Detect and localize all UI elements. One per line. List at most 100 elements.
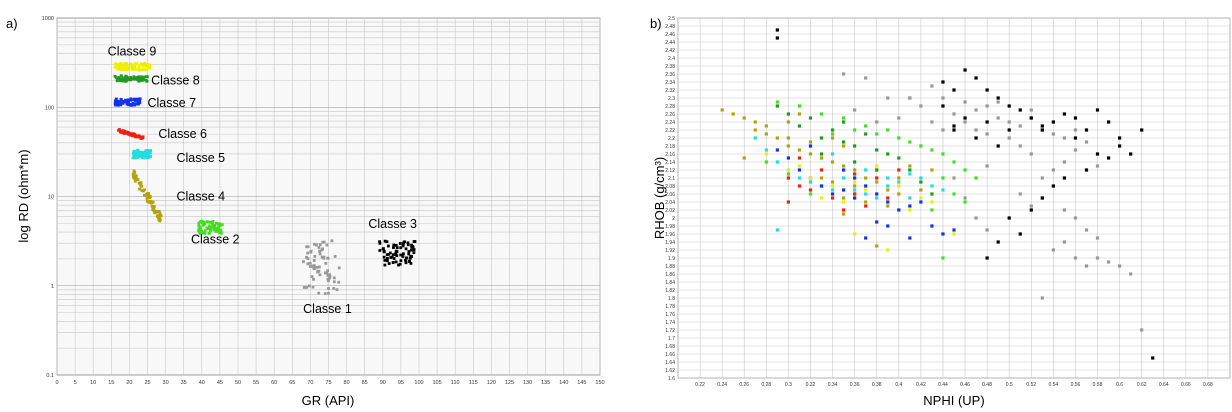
data-point	[133, 170, 137, 174]
data-point	[897, 184, 901, 188]
data-point	[830, 132, 835, 136]
y-tick-label: 1.84	[665, 280, 675, 286]
data-point	[322, 255, 326, 259]
data-point	[133, 103, 137, 106]
data-point	[332, 280, 336, 284]
data-point	[305, 245, 309, 249]
data-point	[775, 28, 779, 32]
data-point	[325, 243, 329, 247]
data-point	[146, 152, 150, 156]
x-tick-label: 140	[559, 380, 568, 386]
data-point	[1018, 108, 1022, 112]
data-point	[139, 75, 143, 79]
data-point	[407, 252, 411, 256]
data-point	[404, 247, 408, 251]
y-tick-label: 2.32	[665, 88, 675, 94]
data-point	[123, 62, 127, 66]
data-point	[1129, 272, 1133, 276]
data-point	[1018, 144, 1022, 148]
data-point	[387, 244, 390, 248]
data-point	[131, 156, 135, 160]
data-point	[952, 160, 956, 164]
data-point	[952, 232, 956, 236]
data-point	[139, 181, 143, 185]
data-point	[897, 176, 901, 180]
data-point	[215, 221, 218, 225]
data-point	[309, 249, 313, 253]
y-ticks-a: 1000 100 10 1 0.1	[42, 16, 54, 379]
data-point	[897, 136, 901, 140]
data-point	[305, 255, 308, 259]
data-point	[786, 168, 790, 172]
data-point	[952, 192, 956, 196]
data-point	[985, 256, 989, 260]
data-point	[941, 176, 945, 180]
data-point	[775, 136, 779, 140]
data-point	[211, 221, 214, 225]
data-point	[144, 64, 148, 68]
data-point	[409, 248, 413, 252]
data-point	[941, 188, 945, 192]
data-point	[320, 248, 324, 252]
data-point	[328, 276, 332, 280]
data-point	[311, 285, 315, 289]
data-point	[408, 256, 412, 260]
y-tick-label: 1.86	[665, 272, 675, 278]
data-point	[148, 151, 152, 155]
data-point	[140, 154, 143, 158]
data-point	[1095, 108, 1100, 112]
data-point	[930, 184, 934, 188]
data-point	[129, 98, 133, 102]
data-point	[842, 164, 846, 168]
data-point	[985, 88, 989, 92]
data-point	[335, 288, 339, 292]
data-point	[886, 248, 890, 252]
series-classe-4	[720, 108, 934, 248]
data-point	[1073, 128, 1078, 132]
data-point	[140, 77, 143, 81]
y-tick-label: 2.12	[665, 168, 675, 174]
data-point	[819, 168, 824, 172]
data-point	[212, 228, 216, 232]
data-point	[842, 176, 846, 180]
data-point	[140, 189, 144, 193]
data-point	[406, 243, 410, 247]
data-point	[119, 74, 123, 78]
data-point	[127, 65, 131, 69]
data-point	[897, 116, 901, 120]
data-point	[908, 196, 912, 200]
data-point	[398, 262, 402, 266]
data-point	[1084, 228, 1089, 232]
data-point	[337, 280, 341, 284]
y-tick-label: 10	[48, 195, 54, 201]
data-point	[378, 241, 382, 245]
x-tick-label: 85	[362, 380, 368, 386]
data-point	[897, 168, 901, 172]
data-point	[853, 172, 857, 176]
data-point	[797, 124, 802, 128]
class-label: Classe 2	[191, 232, 240, 246]
data-point	[1040, 128, 1044, 132]
data-point	[1118, 136, 1122, 140]
data-point	[952, 112, 956, 116]
data-point	[213, 227, 217, 231]
data-point	[140, 150, 144, 154]
data-point	[213, 223, 217, 227]
chart-b: b) 0.22 0.24 0.26 0.28 0.3 0.32 0.34 0.36 0.38 0.…	[650, 16, 1231, 408]
y-tick-label: 2.2	[668, 136, 675, 142]
data-point	[134, 152, 138, 155]
data-point	[764, 132, 768, 136]
y-tick-label: 1.74	[665, 320, 675, 326]
y-tick-label: 2.1	[668, 176, 675, 182]
data-point	[1029, 108, 1033, 112]
data-point	[875, 244, 879, 248]
data-point	[830, 160, 835, 164]
data-point	[216, 228, 220, 231]
data-point	[213, 225, 216, 229]
data-point	[326, 269, 330, 273]
data-point	[378, 240, 382, 244]
x-tick-label: 0.66	[1181, 382, 1191, 388]
data-point	[318, 243, 322, 247]
data-point	[332, 276, 336, 280]
data-point	[118, 63, 122, 67]
